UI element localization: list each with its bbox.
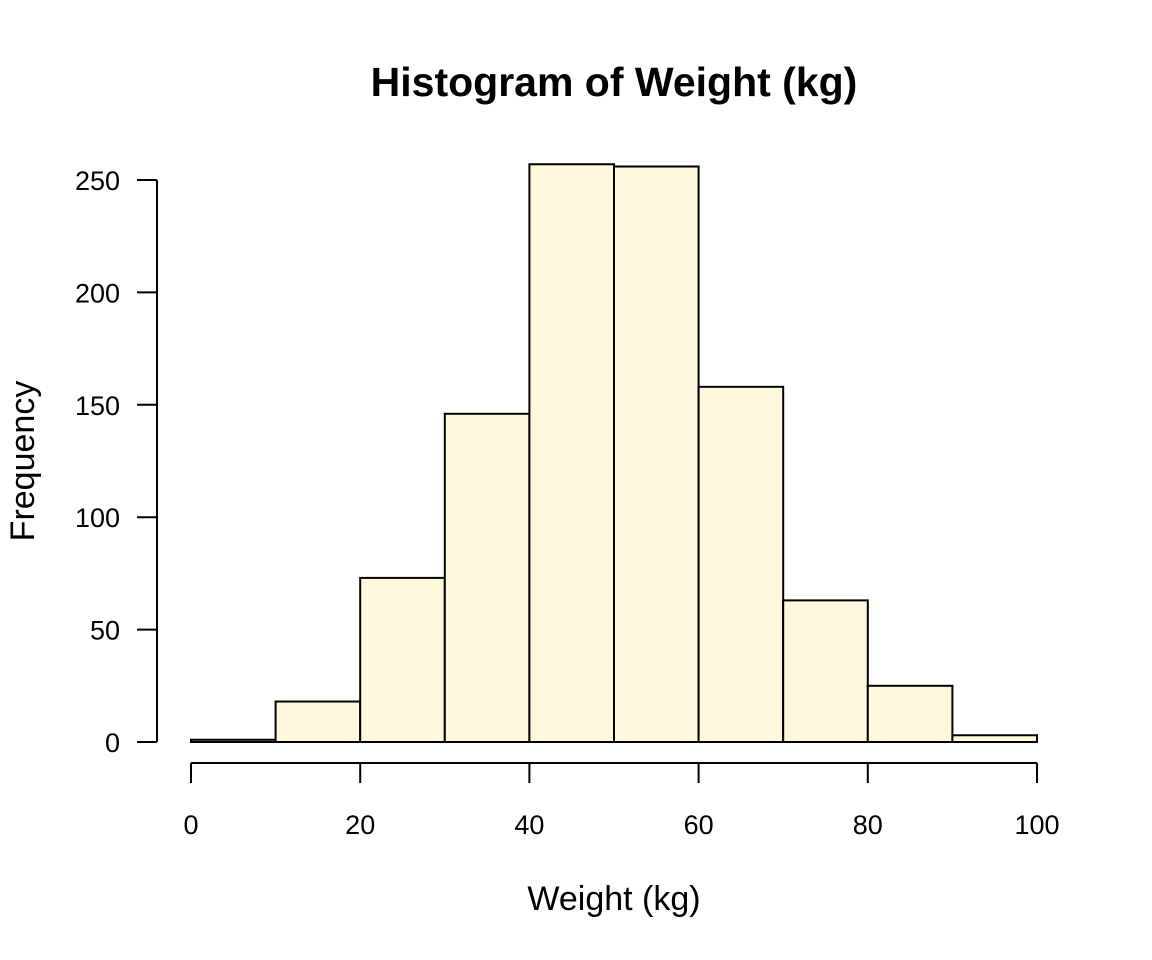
bars xyxy=(190,163,1039,744)
x-tick-label: 40 xyxy=(514,810,544,840)
x-axis-label: Weight (kg) xyxy=(527,880,700,918)
y-tick-label: 50 xyxy=(90,616,120,646)
x-tick-label: 20 xyxy=(345,810,375,840)
chart-title: Histogram of Weight (kg) xyxy=(371,59,858,105)
y-tick-label: 250 xyxy=(75,166,120,196)
histogram-bar xyxy=(613,165,700,743)
x-tick-label: 100 xyxy=(1014,810,1059,840)
histogram-bar xyxy=(951,734,1039,743)
histogram-bar xyxy=(190,738,277,744)
y-tick-label: 100 xyxy=(75,503,120,533)
y-tick-label: 150 xyxy=(75,391,120,421)
y-axis: 0 50 100 150 200 250 xyxy=(75,166,158,758)
y-axis-label: Frequency xyxy=(4,381,42,542)
x-tick-label: 0 xyxy=(183,810,198,840)
y-tick-label: 0 xyxy=(105,728,120,758)
histogram-bar xyxy=(866,684,954,743)
histogram-bar xyxy=(697,385,785,743)
histogram-bar xyxy=(782,599,869,743)
histogram-bar xyxy=(443,412,531,743)
x-tick-label: 80 xyxy=(853,810,883,840)
y-tick-label: 200 xyxy=(75,278,120,308)
histogram-bar xyxy=(274,700,362,744)
histogram-bar xyxy=(359,576,446,743)
x-tick-label: 60 xyxy=(684,810,714,840)
histogram-bar xyxy=(528,163,616,744)
x-axis: 0 20 40 60 80 100 xyxy=(183,762,1060,840)
